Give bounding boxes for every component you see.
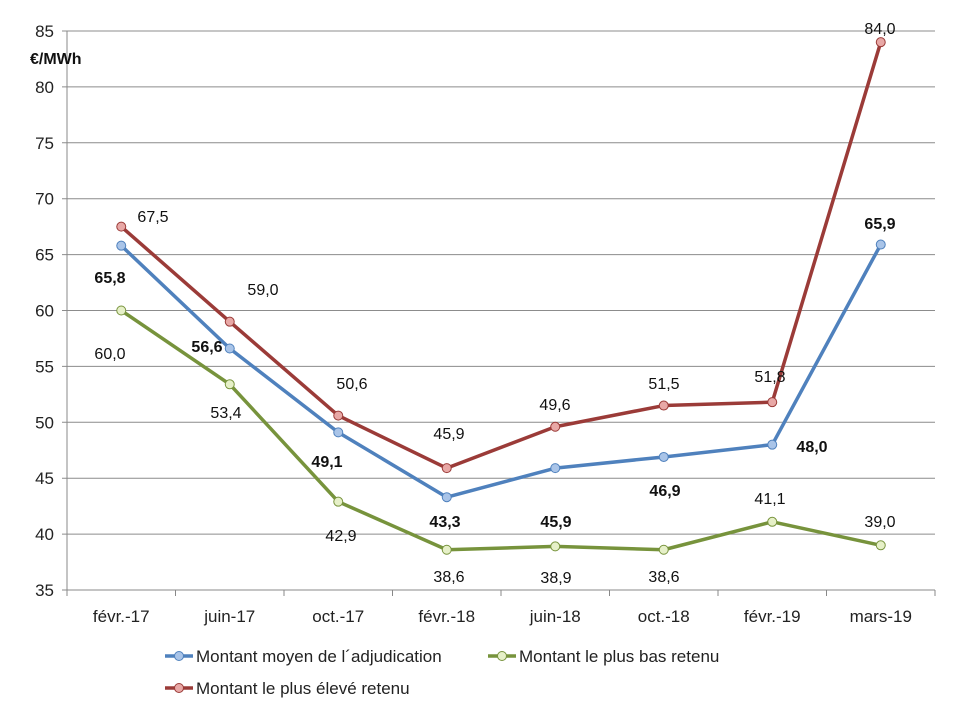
axes: 35 40 45 50 55 60 65 70 75 80 85 févr.-17 juin-17 oct…: [35, 22, 936, 626]
x-tick-label: mars-19: [850, 607, 912, 626]
data-label: 43,3: [429, 514, 460, 531]
legend-label: Montant le plus bas retenu: [519, 647, 719, 666]
data-point: [658, 400, 669, 411]
y-tick-label: 50: [35, 413, 54, 432]
legend: Montant moyen de l´adjudication Montant l…: [165, 647, 719, 698]
data-label: 45,9: [540, 514, 571, 531]
data-point: [550, 463, 561, 474]
data-label: 48,0: [796, 439, 827, 456]
data-label: 41,1: [754, 491, 785, 508]
data-label: 84,0: [864, 21, 895, 38]
data-point: [441, 463, 452, 474]
series-line: [120, 309, 882, 552]
data-point: [875, 37, 886, 48]
data-label: 65,8: [94, 270, 125, 287]
y-axis-unit-label: €/MWh: [30, 51, 82, 68]
data-point: [550, 421, 561, 432]
data-point: [333, 410, 344, 421]
x-tick-label: févr.-18: [418, 607, 475, 626]
data-point: [875, 239, 886, 250]
series-line: [120, 41, 883, 470]
x-tick-label: juin-17: [203, 607, 255, 626]
data-label: 60,0: [94, 346, 125, 363]
data-point: [333, 496, 344, 507]
data-point: [224, 379, 235, 390]
data-label: 38,6: [433, 569, 464, 586]
data-label: 46,9: [649, 483, 680, 500]
data-label: 51,8: [754, 369, 785, 386]
data-point: [441, 492, 452, 503]
legend-marker: [174, 651, 184, 661]
x-tick-label: juin-18: [529, 607, 581, 626]
y-tick-label: 70: [35, 190, 54, 209]
data-label: 59,0: [247, 282, 278, 299]
data-point: [441, 544, 452, 555]
data-point: [875, 540, 886, 551]
data-label: 49,1: [311, 454, 342, 471]
y-tick-label: 75: [35, 134, 54, 153]
data-point: [767, 439, 778, 450]
data-label: 45,9: [433, 426, 464, 443]
y-tick-label: 85: [35, 22, 54, 41]
data-point: [333, 427, 344, 438]
data-label: 51,5: [648, 376, 679, 393]
data-point: [767, 516, 778, 527]
data-label: 42,9: [325, 528, 356, 545]
data-label: 50,6: [336, 376, 367, 393]
data-label: 67,5: [137, 209, 168, 226]
gridlines: [62, 30, 935, 591]
data-point: [658, 544, 669, 555]
data-label: 39,0: [864, 514, 895, 531]
data-label: 53,4: [210, 405, 241, 422]
y-tick-label: 55: [35, 357, 54, 376]
data-labels: 65,8 56,6 49,1 43,3 45,9 46,9 48,0 65,9 60,0 53,4…: [94, 21, 895, 587]
x-tick-label: oct.-17: [312, 607, 364, 626]
y-tick-label: 80: [35, 78, 54, 97]
y-tick-label: 65: [35, 246, 54, 265]
data-point: [116, 240, 127, 251]
x-tick-label: oct.-18: [638, 607, 690, 626]
data-label: 38,9: [540, 570, 571, 587]
data-label: 56,6: [191, 339, 222, 356]
y-tick-label: 40: [35, 525, 54, 544]
y-tick-label: 60: [35, 302, 54, 321]
x-tick-label: févr.-17: [93, 607, 150, 626]
data-point: [116, 305, 127, 316]
data-point: [224, 343, 235, 354]
series-line: [120, 243, 883, 499]
data-label: 49,6: [539, 397, 570, 414]
data-point: [767, 397, 778, 408]
legend-marker: [497, 651, 507, 661]
data-point: [550, 541, 561, 552]
data-point: [116, 221, 127, 232]
x-tick-label: févr.-19: [744, 607, 801, 626]
data-label: 65,9: [864, 216, 895, 233]
series-group: [116, 37, 886, 555]
data-label: 38,6: [648, 569, 679, 586]
legend-label: Montant le plus élevé retenu: [196, 679, 410, 698]
data-point: [224, 316, 235, 327]
y-tick-label: 35: [35, 581, 54, 600]
legend-marker: [174, 683, 184, 693]
legend-label: Montant moyen de l´adjudication: [196, 647, 442, 666]
data-point: [658, 451, 669, 462]
y-tick-label: 45: [35, 469, 54, 488]
